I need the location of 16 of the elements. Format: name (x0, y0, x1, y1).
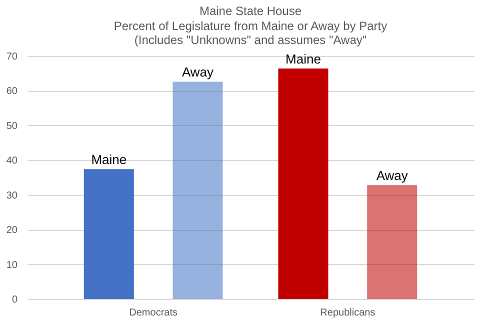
series-label: Away (182, 64, 214, 80)
chart-title: Maine State House (199, 4, 302, 18)
y-tick-label: 50 (6, 120, 18, 132)
y-tick-label: 30 (6, 190, 18, 202)
y-tick-label: 40 (6, 156, 18, 167)
x-tick-label: Democrats (129, 308, 178, 318)
text: Away (376, 168, 408, 184)
series-label: Maine (91, 152, 127, 168)
chart-subtitle: Percent of Legislature from Maine or Away by Party (Includes "Unknowns" and assumes "Away" (114, 19, 388, 47)
y-tick-label: 0 (12, 294, 18, 306)
y-tick-label: 20 (6, 225, 18, 236)
x-tick-label: Republicans (320, 308, 376, 318)
y-tick-label: 10 (6, 260, 18, 271)
y-tick-label: 70 (6, 52, 18, 62)
text: Maine (286, 51, 321, 66)
y-tick-label: 60 (6, 86, 18, 98)
